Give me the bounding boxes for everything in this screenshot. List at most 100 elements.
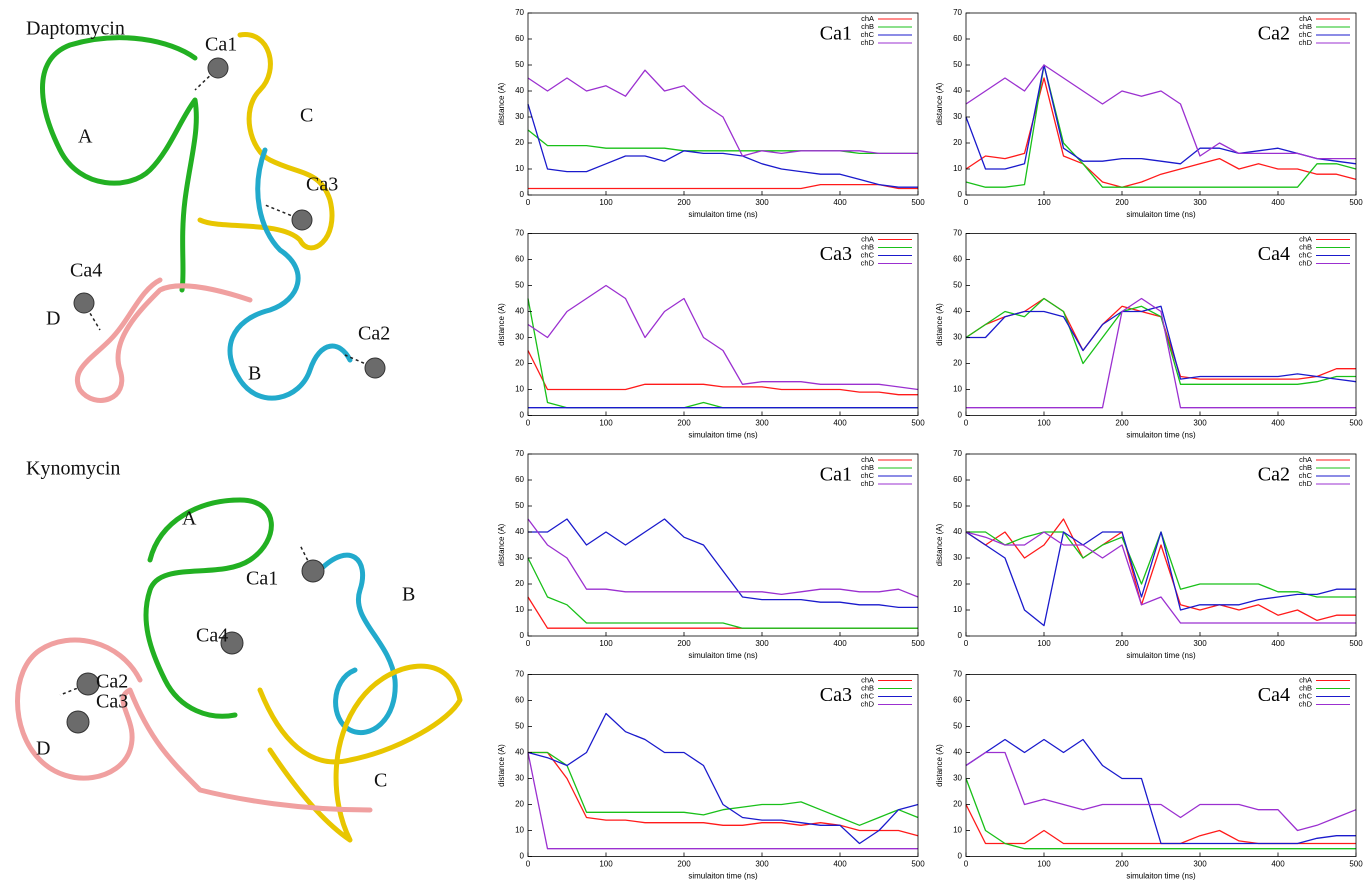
- legend-label: chA: [1299, 675, 1312, 684]
- plot-frame: [965, 12, 1357, 196]
- legend-label: chD: [1299, 699, 1313, 708]
- y-tick-label: 70: [515, 670, 524, 679]
- ribbon-d: [74, 277, 253, 403]
- data-line: [527, 284, 919, 391]
- data-line: [965, 297, 1356, 385]
- legend-label: chD: [861, 38, 875, 47]
- x-tick-label: 300: [1193, 860, 1207, 869]
- x-tick-label: 400: [833, 419, 847, 428]
- data-line: [527, 518, 919, 598]
- y-tick-label: 40: [515, 527, 524, 536]
- data-line: [965, 751, 1357, 832]
- y-tick-label: 0: [520, 852, 525, 861]
- calcium-ion: [364, 357, 386, 379]
- x-tick-label: 400: [833, 639, 847, 648]
- legend-label: chB: [1299, 683, 1312, 692]
- x-tick-label: 200: [677, 860, 691, 869]
- structure-label: Ca2: [96, 671, 128, 693]
- data-line: [527, 557, 918, 629]
- ribbon-a: [40, 35, 199, 293]
- x-tick-label: 300: [1193, 419, 1207, 428]
- data-line: [528, 751, 919, 837]
- x-tick-label: 0: [526, 860, 531, 869]
- y-tick-label: 0: [958, 852, 963, 861]
- data-line: [527, 129, 918, 155]
- calcium-ion: [220, 631, 244, 655]
- x-tick-label: 300: [755, 198, 769, 207]
- y-tick-label: 0: [520, 411, 525, 420]
- y-tick-label: 40: [953, 307, 962, 316]
- y-tick-label: 60: [515, 696, 524, 705]
- legend-label: chC: [1299, 691, 1313, 700]
- y-axis-label: distance (A): [935, 523, 944, 566]
- structure-label: A: [182, 508, 197, 530]
- y-tick-label: 10: [953, 826, 962, 835]
- structure-label: Ca3: [306, 174, 338, 196]
- ribbon-b: [317, 552, 398, 735]
- chart-title: Ca1: [820, 464, 852, 486]
- y-tick-label: 50: [953, 501, 962, 510]
- y-axis-label: distance (A): [497, 82, 506, 125]
- y-tick-label: 50: [953, 281, 962, 290]
- y-tick-label: 0: [958, 411, 963, 420]
- x-tick-label: 100: [1037, 198, 1051, 207]
- x-tick-label: 200: [677, 639, 691, 648]
- x-tick-label: 500: [1349, 860, 1363, 869]
- y-tick-label: 10: [953, 385, 962, 394]
- y-tick-label: 50: [515, 60, 524, 69]
- y-tick-label: 30: [953, 333, 962, 342]
- y-tick-label: 60: [953, 255, 962, 264]
- chart: 0 10 20 30 40 50 60 70 0 100 200 300 400 500 simulaito…: [935, 670, 1363, 881]
- data-line: [965, 297, 1356, 380]
- y-tick-label: 60: [953, 475, 962, 484]
- plot-frame: [965, 674, 1357, 857]
- y-axis-label: distance (A): [935, 744, 944, 787]
- y-tick-label: 10: [515, 826, 524, 835]
- y-tick-label: 70: [953, 670, 962, 679]
- y-tick-label: 40: [953, 86, 962, 95]
- y-tick-label: 70: [953, 229, 962, 238]
- x-tick-label: 500: [911, 198, 925, 207]
- chart: 0 10 20 30 40 50 60 70 0 100 200 300 400 500 simulaito…: [497, 449, 925, 660]
- y-tick-label: 60: [515, 255, 524, 264]
- legend-label: chC: [861, 250, 875, 259]
- calcium-ion: [301, 559, 325, 583]
- legend-label: chB: [1299, 463, 1312, 472]
- y-tick-label: 20: [953, 359, 962, 368]
- x-tick-label: 100: [599, 639, 613, 648]
- x-axis-label: simulaiton time (ns): [688, 210, 758, 219]
- data-line: [965, 64, 1357, 188]
- bond: [194, 67, 219, 91]
- y-tick-label: 10: [953, 605, 962, 614]
- y-tick-label: 20: [953, 579, 962, 588]
- x-axis-label: simulaiton time (ns): [688, 872, 758, 881]
- y-tick-label: 20: [953, 800, 962, 809]
- data-line: [966, 531, 1356, 598]
- bond: [299, 544, 314, 572]
- x-tick-label: 0: [964, 198, 969, 207]
- calcium-ion: [207, 57, 229, 79]
- x-tick-label: 0: [964, 860, 969, 869]
- y-tick-label: 20: [515, 800, 524, 809]
- y-tick-label: 30: [515, 112, 524, 121]
- bond: [59, 683, 89, 696]
- x-tick-label: 200: [677, 198, 691, 207]
- legend-label: chA: [861, 455, 874, 464]
- x-tick-label: 100: [1037, 419, 1051, 428]
- legend-label: chD: [1299, 38, 1313, 47]
- legend-label: chC: [861, 30, 875, 39]
- structure-label: D: [36, 738, 50, 760]
- legend-label: chC: [1299, 471, 1313, 480]
- x-tick-label: 200: [1115, 198, 1129, 207]
- y-tick-label: 60: [515, 475, 524, 484]
- y-tick-label: 10: [515, 164, 524, 173]
- legend-label: chB: [1299, 22, 1312, 31]
- structure-label: B: [402, 584, 415, 606]
- y-tick-label: 70: [515, 8, 524, 17]
- y-tick-label: 50: [953, 60, 962, 69]
- daptomycin-structure: Daptomycin Ca1 A C Ca3 Ca4 D B Ca2: [26, 18, 390, 403]
- structure-label: Ca4: [196, 625, 228, 647]
- data-line: [527, 103, 918, 188]
- x-tick-label: 500: [1349, 198, 1363, 207]
- y-tick-label: 20: [515, 138, 524, 147]
